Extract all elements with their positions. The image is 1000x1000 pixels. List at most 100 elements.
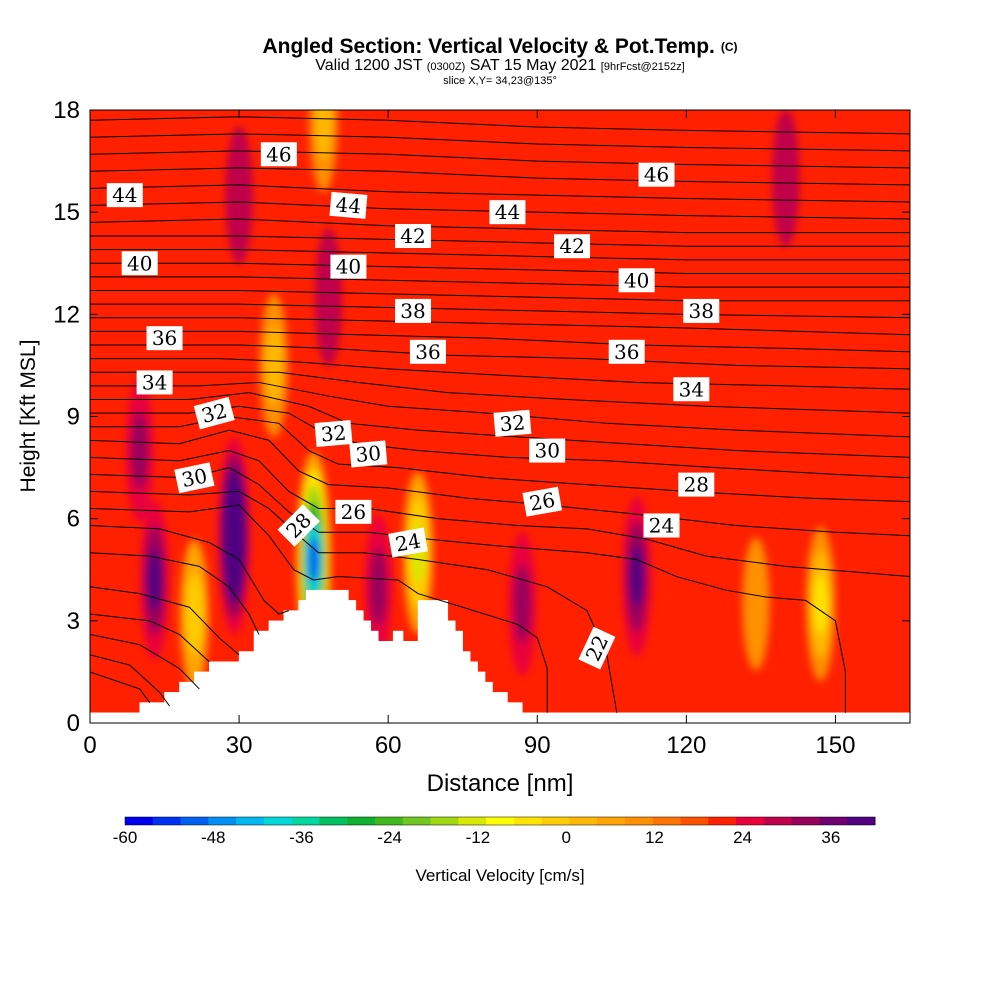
contour-label-text: 30 — [355, 441, 382, 467]
isentrope-line-6 — [90, 524, 289, 615]
x-axis-label: Distance [nm] — [427, 770, 574, 797]
y-tick-label-4: 12 — [53, 301, 80, 328]
contour-label-15: 34 — [136, 370, 173, 395]
chart-title: Angled Section: Vertical Velocity & Pot.… — [90, 36, 910, 58]
velocity-cell-1 — [147, 549, 162, 611]
isentrope-line-25 — [90, 249, 910, 261]
colorbar-swatch-11 — [430, 817, 459, 825]
contour-label-19: 32 — [493, 409, 532, 437]
contour-label-text: 46 — [266, 142, 291, 166]
velocity-cell-9 — [813, 574, 828, 634]
isentrope-line-20 — [90, 317, 910, 336]
contour-label-text: 44 — [495, 200, 520, 224]
colorbar: -60 -48 -36 -24 -12 0 12 24 36 — [113, 816, 876, 847]
y-tick-label-0: 0 — [67, 710, 80, 737]
colorbar-swatch-6 — [291, 817, 320, 825]
isentrope-line-18 — [90, 344, 910, 370]
colorbar-tick-label-5: 0 — [561, 828, 570, 847]
colorbar-swatch-20 — [680, 817, 709, 825]
valid-prefix: Valid 1200 JST — [315, 57, 423, 74]
contour-label-12: 36 — [146, 326, 183, 351]
valid-time: Valid 1200 JST (0300Z) SAT 15 May 2021 [… — [90, 58, 910, 75]
contour-label-11: 38 — [683, 298, 720, 323]
colorbar-swatch-10 — [402, 817, 432, 825]
contour-label-text: 34 — [679, 377, 704, 401]
colorbar-swatch-5 — [263, 817, 293, 825]
isentrope-line-28 — [90, 201, 910, 220]
velocity-cell-12 — [225, 126, 253, 265]
contour-label-text: 28 — [684, 473, 709, 497]
colorbar-swatch-2 — [180, 817, 209, 825]
contour-label-text: 40 — [624, 268, 649, 292]
colorbar-swatch-0 — [125, 817, 154, 825]
colorbar-swatch-21 — [708, 817, 737, 825]
velocity-cell-4 — [369, 547, 387, 626]
chart-title-text: Angled Section: Vertical Velocity & Pot.… — [262, 35, 715, 58]
y-tick-label-3: 9 — [67, 404, 80, 431]
contour-label-20: 30 — [174, 462, 215, 494]
contour-label-text: 32 — [320, 420, 347, 446]
velocity-cell-7 — [629, 545, 644, 608]
colorbar-swatch-22 — [736, 817, 765, 825]
x-tick-label-0: 0 — [83, 732, 96, 759]
contour-label-text: 40 — [336, 255, 361, 279]
contour-label-text: 24 — [393, 528, 422, 556]
isentrope-line-24 — [90, 262, 910, 274]
isentrope-line-11 — [90, 429, 910, 537]
colorbar-swatch-7 — [319, 817, 348, 825]
isentrope-line-2 — [90, 633, 200, 690]
chart-header: Angled Section: Vertical Velocity & Pot.… — [90, 36, 910, 88]
velocity-cell-8 — [742, 537, 770, 671]
contour-label-9: 40 — [618, 268, 655, 293]
contour-label-24: 28 — [678, 472, 715, 497]
contour-label-1: 46 — [638, 162, 675, 187]
colorbar-frame — [124, 816, 876, 826]
isentrope-line-31 — [90, 150, 910, 169]
y-axis-label: Height [Kft MSL] — [17, 340, 40, 493]
contour-label-text: 30 — [534, 439, 559, 463]
isentrope-line-17 — [90, 358, 910, 390]
contour-label-28: 24 — [643, 513, 680, 538]
isentrope-line-16 — [90, 371, 910, 414]
contour-label-22: 30 — [529, 438, 566, 463]
isentrope-line-32 — [90, 133, 910, 152]
isentrope-line-19 — [90, 330, 910, 353]
contour-label-text: 40 — [127, 251, 152, 275]
isentrope-line-29 — [90, 184, 910, 203]
contour-label-text: 26 — [341, 500, 366, 524]
colorbar-tick-label-8: 36 — [821, 828, 840, 847]
isentrope-line-30 — [90, 167, 910, 186]
velocity-cell-2 — [308, 536, 319, 583]
colorbar-tick-label-4: -12 — [466, 828, 491, 847]
colorbar-swatch-23 — [763, 817, 793, 825]
isentrope-line-21 — [90, 303, 910, 319]
valid-fcst: [9hrFcst@2152z] — [600, 61, 685, 73]
contour-label-5: 42 — [395, 224, 432, 249]
contour-label-6: 42 — [554, 234, 591, 259]
valid-date: SAT 15 May 2021 — [469, 57, 597, 74]
contour-label-text: 36 — [614, 340, 639, 364]
contour-label-7: 40 — [121, 251, 158, 276]
colorbar-swatch-9 — [375, 817, 404, 825]
x-tick-label-2: 60 — [375, 732, 402, 759]
colorbar-swatch-15 — [541, 817, 570, 825]
colorbar-swatch-1 — [152, 817, 182, 825]
isentrope-line-26 — [90, 235, 910, 247]
colorbar-swatch-24 — [791, 817, 820, 825]
colorbar-swatch-19 — [652, 817, 682, 825]
isentrope-line-8 — [90, 490, 618, 713]
velocity-cell-0 — [228, 514, 240, 558]
colorbar-swatch-16 — [569, 817, 598, 825]
y-tick-label-2: 6 — [67, 506, 80, 533]
colorbar-swatch-3 — [208, 817, 237, 825]
contour-label-text: 30 — [179, 463, 209, 492]
contour-label-21: 30 — [349, 440, 388, 468]
contour-label-27: 24 — [388, 527, 428, 558]
velocity-cell-15 — [315, 110, 333, 160]
isentrope-line-9 — [90, 467, 846, 713]
contour-label-text: 32 — [499, 410, 526, 436]
isentrope-line-5 — [90, 552, 260, 635]
contour-label-26: 26 — [522, 486, 563, 517]
contour-label-text: 44 — [112, 183, 137, 207]
